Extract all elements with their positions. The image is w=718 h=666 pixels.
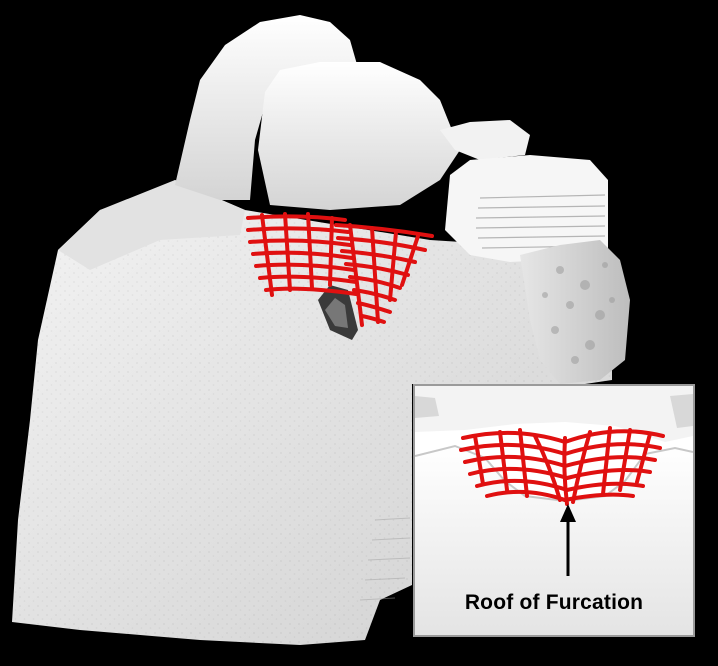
scaffold-mesh bbox=[246, 212, 434, 327]
tooth-crowns bbox=[175, 15, 630, 384]
inset-closeup-render bbox=[415, 386, 693, 635]
roof-of-furcation-label: Roof of Furcation bbox=[464, 591, 644, 614]
inset-scaffold bbox=[459, 426, 665, 506]
block-striations bbox=[359, 517, 411, 601]
inset-panel: Roof of Furcation bbox=[413, 384, 695, 637]
bone-block bbox=[12, 180, 612, 645]
up-arrow-icon bbox=[560, 504, 576, 576]
